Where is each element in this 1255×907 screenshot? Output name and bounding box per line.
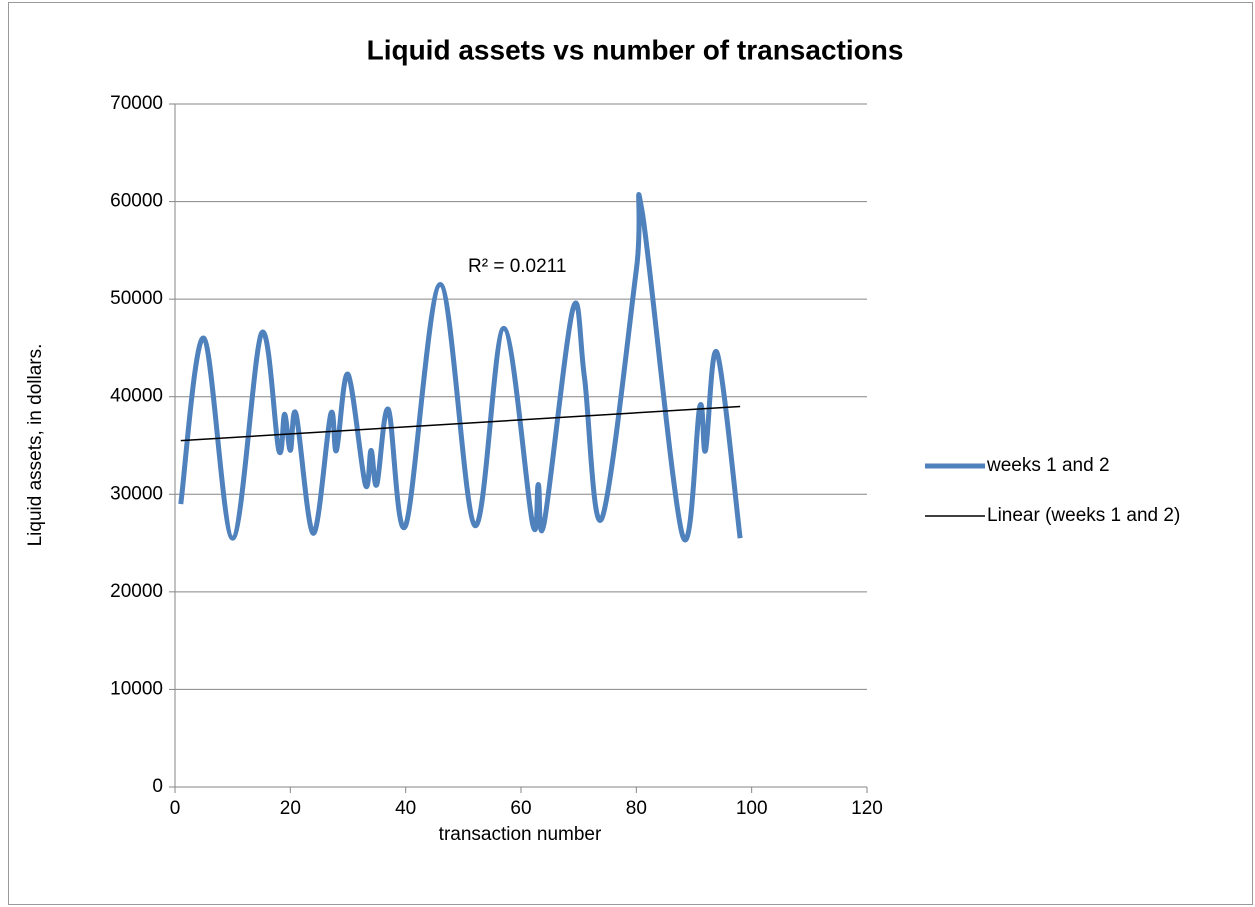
x-tick-label: 120 [851,798,883,819]
y-tick-label: 30000 [110,483,163,504]
trend-line [180,405,741,442]
x-tick-label: 100 [736,798,768,819]
y-tick-label: 70000 [110,93,163,114]
legend-label: Linear (weeks 1 and 2) [987,505,1180,526]
y-axis-label: Liquid assets, in dollars. [25,344,46,547]
y-tick-label: 10000 [110,678,163,699]
y-tick-label: 40000 [110,386,163,407]
y-tick-label: 60000 [110,191,163,212]
x-tick-label: 40 [395,798,416,819]
annotation: R² = 0.0211 [468,256,566,277]
legend-label: weeks 1 and 2 [986,455,1110,476]
data-line [178,192,743,543]
x-tick-label: 60 [510,798,531,819]
chart-title: Liquid assets vs number of transactions [367,34,904,65]
y-tick-label: 20000 [110,581,163,602]
x-tick-label: 80 [626,798,647,819]
x-axis-label: transaction number [439,824,602,845]
y-tick-label: 50000 [110,288,163,309]
y-tick-label: 0 [152,776,163,797]
x-tick-label: 0 [170,798,181,819]
x-tick-label: 20 [280,798,301,819]
chart-frame [8,2,1253,905]
